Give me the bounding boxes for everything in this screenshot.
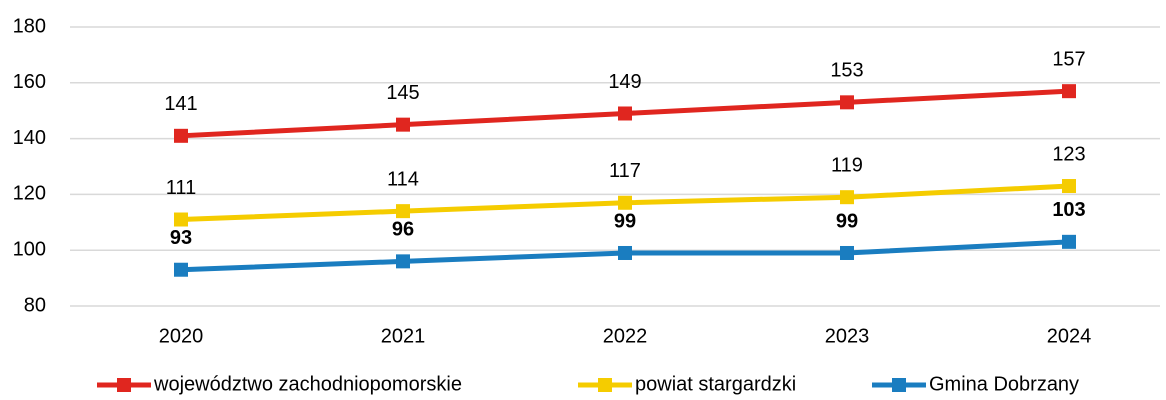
marker	[174, 212, 188, 227]
marker	[174, 262, 188, 277]
data-label: 114	[387, 168, 419, 190]
legend-marker	[892, 378, 906, 392]
marker	[1062, 84, 1076, 99]
y-tick-label: 140	[13, 127, 46, 149]
data-label: 103	[1052, 199, 1085, 221]
marker	[618, 245, 632, 260]
marker	[1062, 234, 1076, 249]
data-label: 119	[831, 154, 863, 176]
legend-label: Gmina Dobrzany	[929, 373, 1079, 395]
marker	[618, 195, 632, 210]
x-tick-label: 2020	[159, 325, 204, 347]
data-label: 93	[170, 227, 192, 249]
y-tick-label: 100	[13, 238, 46, 260]
legend-label: powiat stargardzki	[635, 373, 796, 395]
data-label: 141	[164, 93, 197, 115]
data-label: 149	[608, 71, 641, 93]
marker	[396, 204, 410, 219]
marker	[840, 95, 854, 110]
data-label: 111	[166, 177, 196, 199]
legend-marker	[598, 378, 612, 392]
marker	[840, 190, 854, 205]
x-tick-label: 2021	[381, 325, 426, 347]
y-tick-label: 180	[13, 15, 46, 37]
x-tick-label: 2024	[1047, 325, 1092, 347]
marker	[1062, 179, 1076, 194]
marker	[396, 254, 410, 269]
data-label: 153	[830, 60, 863, 82]
data-label: 96	[392, 219, 414, 241]
data-label: 99	[614, 210, 636, 232]
data-label: 123	[1052, 143, 1085, 165]
y-tick-label: 80	[24, 294, 46, 316]
data-label: 145	[386, 82, 419, 104]
data-label: 117	[609, 160, 641, 182]
marker	[396, 117, 410, 132]
y-tick-label: 160	[13, 71, 46, 93]
y-tick-label: 120	[13, 183, 46, 205]
legend-label: województwo zachodniopomorskie	[153, 373, 462, 395]
marker	[840, 245, 854, 260]
marker	[174, 128, 188, 143]
data-label: 157	[1052, 48, 1085, 70]
legend-marker	[117, 378, 131, 392]
x-tick-label: 2023	[825, 325, 870, 347]
marker	[618, 106, 632, 121]
x-tick-label: 2022	[603, 325, 648, 347]
data-label: 99	[836, 210, 858, 232]
